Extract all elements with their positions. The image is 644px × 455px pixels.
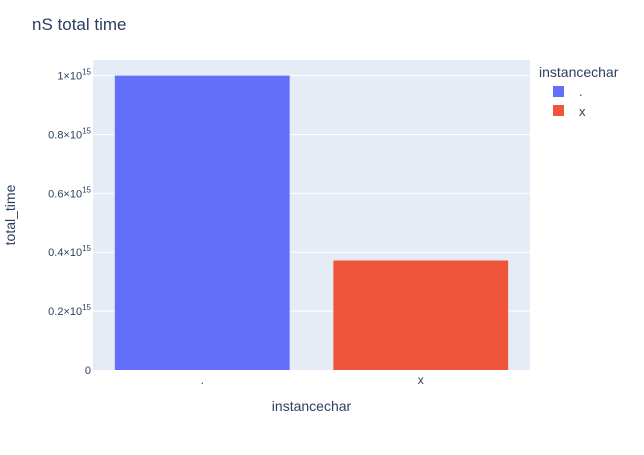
chart-title: nS total time xyxy=(32,15,127,34)
legend-item[interactable]: . xyxy=(553,84,583,99)
legend-swatch-dot xyxy=(553,86,564,97)
bar-x[interactable] xyxy=(333,260,509,370)
legend-label: x xyxy=(579,104,586,119)
y-tick-label: 0.4×1015 xyxy=(48,244,91,259)
y-tick-label: 0.6×1015 xyxy=(48,185,91,200)
bar-dot[interactable] xyxy=(114,75,290,371)
y-axis-label: total_time xyxy=(2,184,18,245)
x-tick-labels: .x xyxy=(201,373,424,387)
legend-item[interactable]: x xyxy=(553,104,586,119)
legend: instancechar . x xyxy=(539,64,619,119)
y-tick-label: 0 xyxy=(85,365,91,377)
x-tick-label: x xyxy=(418,373,424,387)
legend-label: . xyxy=(579,84,583,99)
x-axis-label: instancechar xyxy=(272,398,352,414)
x-tick-label: . xyxy=(201,373,204,387)
bars xyxy=(114,75,509,371)
y-tick-label: 0.8×1015 xyxy=(48,126,91,141)
y-tick-label: 0.2×1015 xyxy=(48,303,91,318)
legend-title: instancechar xyxy=(539,64,619,80)
legend-swatch-x xyxy=(553,105,564,116)
